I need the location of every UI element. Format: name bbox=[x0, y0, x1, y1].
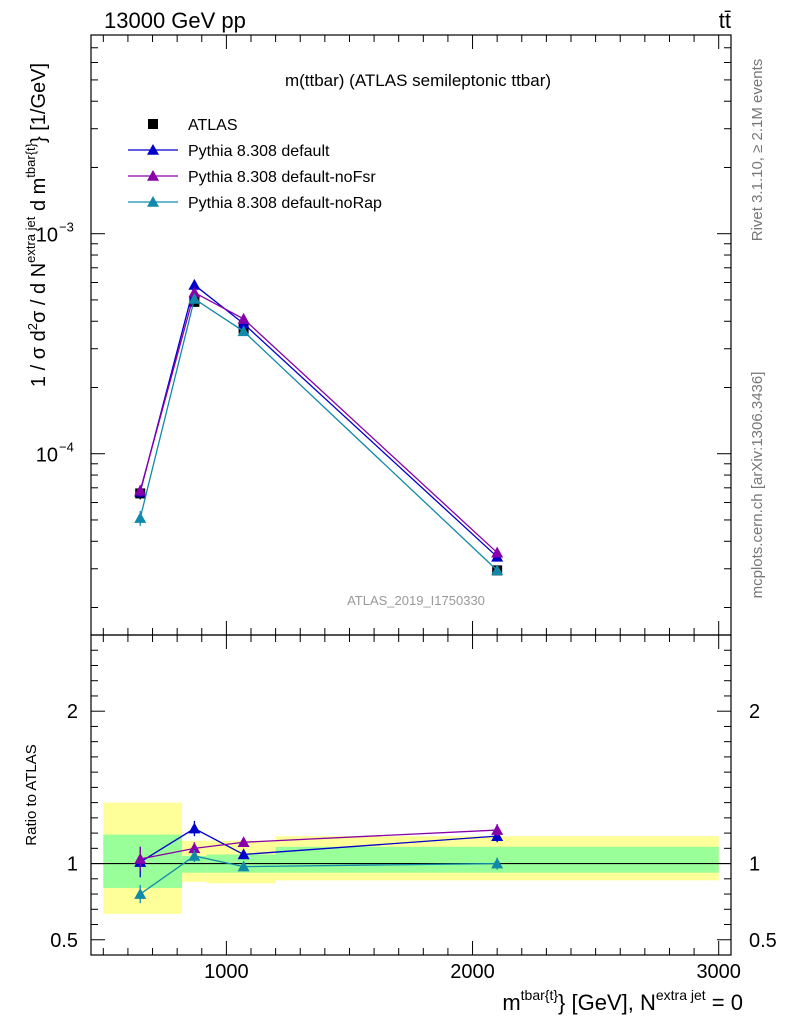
ratio-point-1 bbox=[491, 824, 504, 835]
analysis-tag: ATLAS_2019_I1750330 bbox=[347, 593, 485, 608]
legend-marker bbox=[147, 144, 159, 155]
data-point-3 bbox=[188, 292, 201, 304]
ratio-series-line-1 bbox=[140, 829, 498, 860]
ratio-point-2 bbox=[237, 860, 250, 872]
data-point-3 bbox=[491, 564, 504, 576]
energy-label: 13000 GeV pp bbox=[104, 8, 246, 33]
ratio-point-2 bbox=[491, 857, 504, 869]
legend-marker bbox=[148, 119, 158, 129]
process-label: tt̄ bbox=[719, 8, 731, 33]
ratio-y-tick-label-right: 2 bbox=[749, 701, 760, 723]
ratio-point-1 bbox=[237, 836, 250, 848]
x-tick-label: 2000 bbox=[450, 961, 495, 983]
legend-entry: ATLAS bbox=[188, 117, 238, 134]
ratio-y-tick-label: 1 bbox=[67, 854, 78, 876]
ratio-y-tick-label-right: 1 bbox=[749, 854, 760, 876]
main-y-tick-label: 10 bbox=[36, 445, 58, 467]
data-point-1 bbox=[188, 278, 201, 290]
ratio-series-line-2 bbox=[139, 855, 498, 895]
ratio-point-2 bbox=[134, 888, 147, 899]
x-tick-label: 1000 bbox=[204, 961, 249, 983]
chart-title: m(ttbar) (ATLAS semileptonic ttbar) bbox=[285, 71, 551, 90]
series-line-3 bbox=[139, 297, 498, 571]
data-point-2 bbox=[134, 484, 147, 496]
ratio-point-1 bbox=[188, 842, 201, 854]
ratio-series-line-0 bbox=[139, 827, 498, 863]
ratio-panel-frame bbox=[90, 634, 732, 956]
series-line-1 bbox=[139, 283, 498, 558]
main-chart-layer: 10−310−4 bbox=[36, 34, 731, 635]
data-point-3 bbox=[134, 512, 147, 523]
main-y-axis-label-part-1: 1 / σ d bbox=[28, 330, 50, 387]
main-y-tick-exponent: −3 bbox=[59, 220, 74, 235]
data-point-2 bbox=[188, 286, 201, 298]
source-label: mcplots.cern.ch [arXiv:1306.3436] bbox=[749, 372, 766, 599]
ratio-y-tick-label-right: 0.5 bbox=[749, 930, 777, 952]
legend-marker bbox=[147, 170, 159, 181]
main-panel-frame bbox=[90, 34, 732, 636]
legend-entry: Pythia 8.308 default-noRap bbox=[188, 195, 382, 212]
legend-entry: Pythia 8.308 default bbox=[188, 143, 330, 160]
main-y-tick-exponent: −4 bbox=[59, 440, 74, 455]
data-point-2 bbox=[491, 546, 504, 558]
ratio-point-2 bbox=[188, 849, 201, 861]
ratio-y-tick-label: 0.5 bbox=[50, 930, 78, 952]
ratio-point-0 bbox=[188, 822, 201, 834]
rivet-label: Rivet 3.1.10, ≥ 2.1M events bbox=[749, 59, 766, 242]
series-line-2 bbox=[139, 291, 498, 554]
main-y-axis-label: 1 / σ d2σ / d Nextra jet d mtbar{t}} [1/… bbox=[23, 63, 50, 387]
ratio-point-0 bbox=[237, 848, 250, 860]
ratio-y-axis-label: Ratio to ATLAS bbox=[23, 744, 40, 845]
x-axis-label: mtbar{t}} [GeV], Nextra jet = 0 bbox=[502, 987, 743, 1015]
data-point-2 bbox=[237, 312, 250, 324]
ratio-y-tick-label: 2 bbox=[67, 701, 78, 723]
main-y-tick-label: 10 bbox=[36, 225, 58, 247]
data-point-3 bbox=[237, 325, 250, 337]
legend: ATLAS Pythia 8.308 default Pythia 8.308 de… bbox=[128, 117, 382, 212]
ratio-chart-layer: 0.5 0.5 1 1 2 2 1000 2000 3000 bbox=[50, 635, 777, 983]
x-tick-label: 3000 bbox=[696, 961, 741, 983]
ratio-point-1 bbox=[134, 853, 147, 864]
legend-marker bbox=[147, 196, 159, 207]
legend-entry: Pythia 8.308 default-noFsr bbox=[188, 169, 376, 186]
